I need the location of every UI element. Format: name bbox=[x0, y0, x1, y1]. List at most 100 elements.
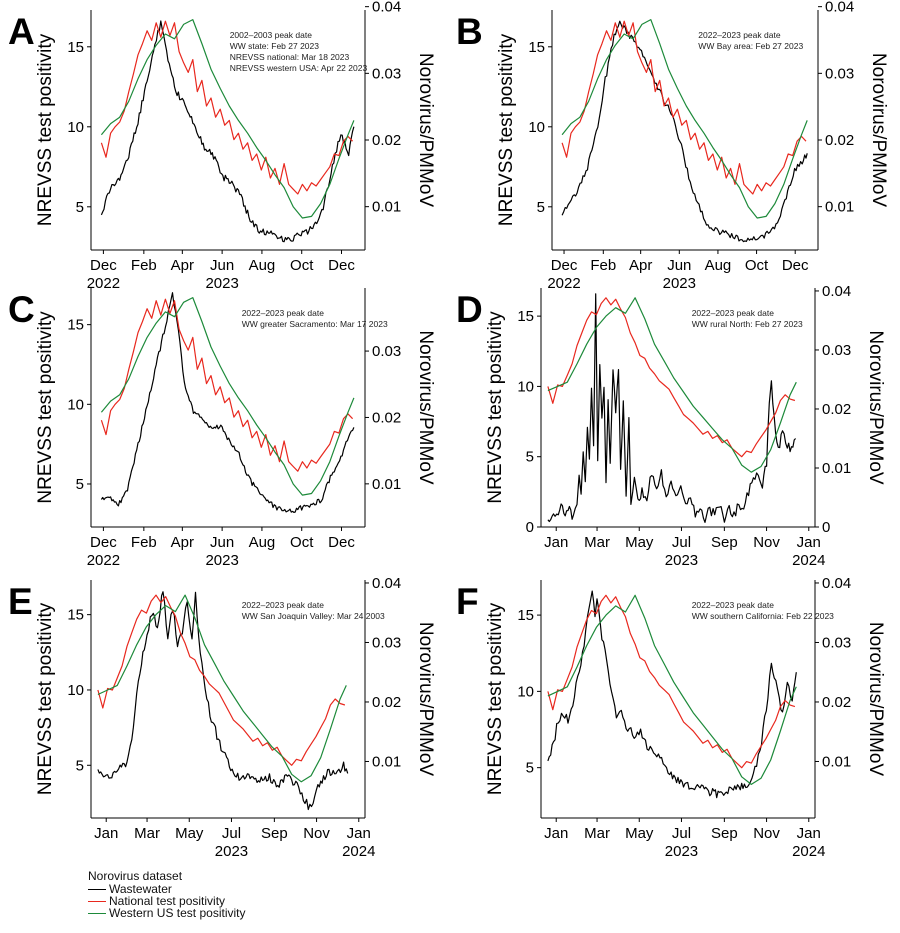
panel-f-ylabel-left: NREVSS test positivity bbox=[485, 602, 506, 795]
panel-a-annotation-line: 2002–2003 peak date bbox=[230, 30, 313, 40]
panel-d-right-tick-label: 0.02 bbox=[822, 401, 851, 418]
panel-d-right-tick-label: 0.03 bbox=[822, 342, 851, 359]
panel-d-right-tick-label: 0.01 bbox=[822, 460, 851, 477]
panel-b-annotation-line: 2022–2023 peak date bbox=[698, 30, 781, 40]
panel-f-label: F bbox=[456, 581, 479, 622]
panel-d-ylabel-left: NREVSS test positivity bbox=[485, 311, 506, 504]
panel-e-left-tick-label: 15 bbox=[67, 607, 84, 624]
chart-panel-a: A 5 10 15 0.01 0.02 0.03 0.04 Dec Feb Apr Jun Aug Oct… bbox=[8, 0, 436, 292]
panel-a-x-tick-label: Oct bbox=[290, 257, 314, 274]
figure-legend: Norovirus dataset Wastewater National te… bbox=[88, 870, 246, 919]
panel-f-left-tick-label: 15 bbox=[517, 607, 534, 624]
panel-a-x-tick-label: Dec bbox=[90, 257, 117, 274]
panel-e-series-western-us-test-positivity bbox=[97, 594, 347, 783]
panel-f-x-tick-label: Jan bbox=[544, 825, 568, 842]
panel-b-annotation-line: WW Bay area: Feb 27 2023 bbox=[698, 41, 803, 51]
panel-e-right-tick-label: 0.03 bbox=[372, 634, 401, 651]
panel-b-left-tick-label: 10 bbox=[528, 119, 545, 136]
panel-b-left-tick-label: 5 bbox=[537, 199, 545, 216]
panel-f-x-tick-label: Mar bbox=[584, 825, 610, 842]
panel-f-x-year-label: 2023 bbox=[665, 843, 698, 860]
panel-e-x-tick-label: Jan bbox=[347, 825, 371, 842]
panel-b-ylabel-left: NREVSS test positivity bbox=[496, 33, 517, 226]
panel-c-left-tick-label: 15 bbox=[67, 317, 84, 334]
panel-c-right-tick-label: 0.01 bbox=[372, 476, 401, 493]
panel-f-x-tick-label: Nov bbox=[753, 825, 780, 842]
panel-d-right-tick-label: 0.04 bbox=[822, 283, 851, 300]
panel-c-ylabel-left: NREVSS test positivity bbox=[35, 311, 56, 504]
panel-f-right-tick-label: 0.02 bbox=[822, 694, 851, 711]
panel-c-annotation-line: 2022–2023 peak date bbox=[242, 308, 325, 318]
legend-swatch-western bbox=[88, 912, 106, 914]
panel-d-ylabel-right: Norovirus/PMMoV bbox=[865, 330, 886, 484]
panel-b-x-tick-label: Aug bbox=[705, 257, 732, 274]
panel-c-ylabel-right: Norovirus/PMMoV bbox=[415, 330, 436, 484]
panel-d-x-tick-label: Jan bbox=[797, 534, 821, 551]
panel-c-x-tick-label: Aug bbox=[249, 534, 276, 551]
panel-e-annotation-line: 2022–2023 peak date bbox=[242, 600, 325, 610]
panel-b-right-tick-label: 0.03 bbox=[825, 65, 854, 82]
legend-label-national: National test positivity bbox=[109, 894, 226, 908]
panel-b-right-tick-label: 0.04 bbox=[825, 0, 854, 16]
chart-panel-e: E 5 10 15 0.01 0.02 0.03 0.04 Jan Mar May Jul Sep Nov… bbox=[8, 575, 436, 860]
panel-e-left-tick-label: 10 bbox=[67, 682, 84, 699]
legend-swatch-national bbox=[88, 900, 106, 902]
panel-c-x-year-label: 2023 bbox=[205, 552, 238, 569]
panel-a-x-tick-label: Aug bbox=[249, 257, 276, 274]
legend-item-national: National test positivity bbox=[88, 895, 246, 907]
panel-c-left-tick-label: 5 bbox=[76, 476, 84, 493]
panel-a-x-tick-label: Jun bbox=[210, 257, 234, 274]
panel-e-label: E bbox=[8, 581, 33, 622]
panel-e-ylabel-right: Norovirus/PMMoV bbox=[415, 622, 436, 776]
panel-f-annotation-line: 2022–2023 peak date bbox=[692, 600, 775, 610]
panel-e-ylabel-left: NREVSS test positivity bbox=[35, 602, 56, 795]
legend-item-wastewater: Wastewater bbox=[88, 883, 246, 895]
panel-c-x-tick-label: Feb bbox=[131, 534, 157, 551]
legend-title: Norovirus dataset bbox=[88, 869, 183, 883]
panel-f-right-tick-label: 0.03 bbox=[822, 634, 851, 651]
panel-a-left-tick-label: 5 bbox=[76, 199, 84, 216]
panel-b-right-tick-label: 0.01 bbox=[825, 199, 854, 216]
panel-b-right-tick-label: 0.02 bbox=[825, 132, 854, 149]
panel-c-right-tick-label: 0.02 bbox=[372, 409, 401, 426]
panel-a-x-year-label: 2023 bbox=[205, 275, 238, 292]
panel-a-ylabel-right: Norovirus/PMMoV bbox=[415, 53, 436, 207]
panel-e-series-national-test-positivity bbox=[97, 594, 346, 766]
legend-label-wastewater: Wastewater bbox=[109, 882, 172, 896]
panel-b-ylabel-right: Norovirus/PMMoV bbox=[868, 53, 889, 207]
panel-e-right-tick-label: 0.01 bbox=[372, 753, 401, 770]
panel-d-label: D bbox=[456, 289, 483, 330]
panel-c-x-tick-label: Dec bbox=[90, 534, 117, 551]
panel-b-x-tick-label: Feb bbox=[590, 257, 616, 274]
panel-c-series-western-us-test-positivity bbox=[100, 297, 355, 496]
panel-c-series-national-test-positivity bbox=[100, 298, 354, 472]
panel-a-right-tick-label: 0.03 bbox=[372, 65, 401, 82]
panel-f-series-national-test-positivity bbox=[547, 594, 796, 769]
panel-f-x-year-label: 2024 bbox=[792, 843, 825, 860]
panel-a-label: A bbox=[8, 11, 35, 52]
panel-e-x-tick-label: May bbox=[175, 825, 204, 842]
panel-b-x-year-label: 2022 bbox=[547, 275, 580, 292]
panel-a-annotation-line: WW state: Feb 27 2023 bbox=[230, 41, 320, 51]
panel-f-x-tick-label: May bbox=[625, 825, 654, 842]
panel-f-x-tick-label: Jan bbox=[797, 825, 821, 842]
panel-d-x-tick-label: Jan bbox=[544, 534, 568, 551]
chart-panel-d: D 0 5 10 15 0 0.01 0.02 0.03 0.04 Jan Mar May Jul Sep N… bbox=[456, 283, 886, 569]
legend-label-western: Western US test positivity bbox=[109, 906, 246, 920]
panel-a-x-tick-label: Feb bbox=[131, 257, 157, 274]
panel-b-x-year-label: 2023 bbox=[663, 275, 696, 292]
panel-e-x-year-label: 2024 bbox=[342, 843, 375, 860]
panel-a-right-tick-label: 0.01 bbox=[372, 199, 401, 216]
panel-e-annotation-line: WW San Joaquin Valley: Mar 24 2003 bbox=[242, 611, 385, 621]
panel-c-label: C bbox=[8, 289, 35, 330]
panel-f-left-tick-label: 5 bbox=[526, 760, 534, 777]
panel-c-x-tick-label: Jun bbox=[210, 534, 234, 551]
panel-e-left-tick-label: 5 bbox=[76, 757, 84, 774]
panel-a-x-year-label: 2022 bbox=[87, 275, 120, 292]
panel-c-x-tick-label: Dec bbox=[328, 534, 355, 551]
panel-c-annotation-line: WW greater Sacramento: Mar 17 2023 bbox=[242, 319, 388, 329]
panel-b-series-wastewater bbox=[561, 20, 808, 243]
panel-e-series-wastewater bbox=[97, 591, 349, 811]
panel-a-ylabel-left: NREVSS test positivity bbox=[35, 33, 56, 226]
